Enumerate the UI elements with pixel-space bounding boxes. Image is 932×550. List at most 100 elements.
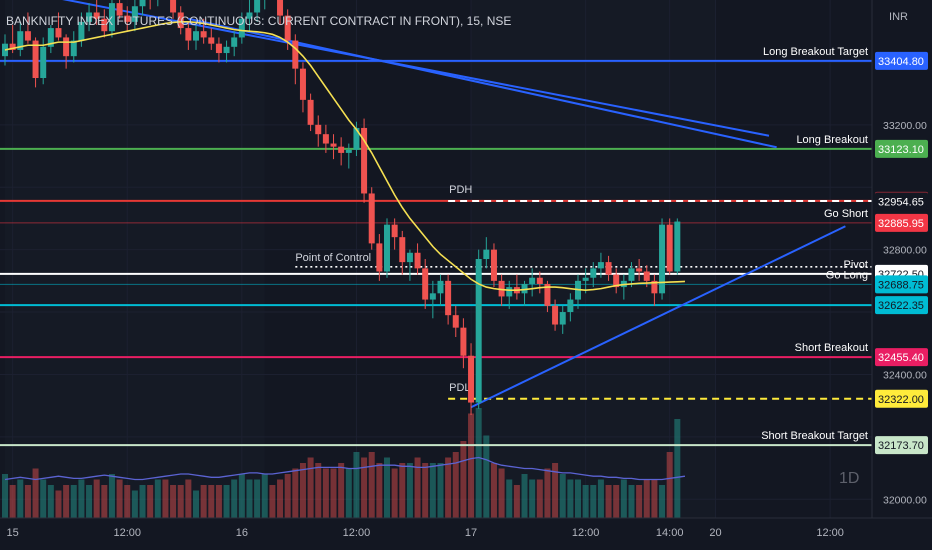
- volume-bar: [445, 457, 452, 518]
- x-tick-label: 16: [236, 527, 248, 539]
- price-badge-text: 32688.75: [878, 279, 924, 291]
- volume-bar: [544, 468, 551, 518]
- candle-body: [17, 31, 24, 50]
- volume-bar: [299, 463, 306, 518]
- volume-bar: [567, 479, 574, 518]
- volume-bar: [315, 463, 322, 518]
- candle-body: [445, 280, 452, 316]
- candle-body: [185, 28, 192, 41]
- candle-body: [322, 134, 329, 144]
- volume-bar: [261, 474, 268, 518]
- candle-body: [277, 0, 284, 16]
- x-tick-label: 12:00: [113, 527, 141, 539]
- candle-body: [177, 12, 184, 29]
- price-badge-text: 32885.95: [878, 218, 924, 230]
- pdl-label: PDL: [449, 382, 470, 394]
- volume-bar: [559, 474, 566, 518]
- volume-bar: [552, 463, 559, 518]
- candle-body: [86, 12, 93, 22]
- candle-body: [643, 271, 650, 281]
- candle-body: [361, 127, 368, 194]
- candle-body: [9, 43, 16, 50]
- candle-body: [597, 262, 604, 269]
- volume-bar: [468, 413, 475, 518]
- volume-bar: [636, 485, 643, 518]
- candle-body: [452, 315, 459, 328]
- volume-bar: [254, 479, 261, 518]
- candle-body: [384, 224, 390, 272]
- price-badge: [875, 275, 928, 294]
- volume-bar: [200, 485, 207, 518]
- volume-bar: [483, 435, 490, 518]
- volume-bar: [490, 463, 497, 518]
- candle-body: [406, 252, 413, 263]
- volume-bar: [40, 479, 47, 518]
- candle-body: [307, 99, 314, 125]
- candle-body: [108, 3, 115, 32]
- price-badge: [875, 139, 928, 158]
- volume-bar: [78, 479, 85, 518]
- candle-body: [422, 268, 429, 300]
- candle-body: [231, 37, 238, 47]
- level-label: Long Breakout: [796, 134, 868, 146]
- y-tick-label: 32800.00: [883, 245, 927, 257]
- volume-bar: [238, 474, 245, 518]
- candle-body: [368, 193, 375, 244]
- candle-body: [124, 15, 131, 22]
- candle-body: [590, 268, 597, 278]
- price-badge-text: 33404.80: [878, 56, 924, 68]
- price-badge-text: 32954.65: [878, 196, 924, 208]
- candle-body: [498, 280, 505, 297]
- candle-body: [78, 21, 85, 41]
- candle-body: [636, 268, 643, 272]
- x-tick-label: 12:00: [572, 527, 600, 539]
- volume-bar: [620, 479, 627, 518]
- candle-body: [338, 146, 345, 153]
- candle-body: [215, 43, 222, 54]
- candle-body: [475, 259, 482, 403]
- candle-body: [582, 277, 589, 281]
- volume-bar: [666, 452, 673, 518]
- candle-body: [437, 280, 444, 294]
- volume-bar: [208, 485, 215, 518]
- candle-body: [200, 31, 207, 38]
- volume-bar: [498, 468, 505, 518]
- volume-bar: [215, 485, 222, 518]
- volume-bar: [70, 485, 77, 518]
- volume-bar: [322, 468, 329, 518]
- price-badge: [875, 296, 928, 315]
- level-label: Short Breakout: [795, 342, 868, 354]
- volume-bar: [124, 485, 131, 518]
- candle-body: [330, 143, 337, 147]
- candle-body: [32, 40, 39, 79]
- session-band: [5, 0, 265, 518]
- candle-body: [116, 3, 123, 16]
- volume-bar: [582, 485, 589, 518]
- volume-bar: [643, 479, 650, 518]
- pdh-label: PDH: [449, 184, 472, 196]
- candle-body: [552, 305, 559, 325]
- timeframe-badge: 1D: [839, 470, 860, 487]
- volume-bar: [353, 452, 360, 518]
- candle-body: [47, 28, 54, 47]
- volume-bar: [674, 419, 681, 518]
- volume-bar: [399, 463, 406, 518]
- candle-body: [131, 6, 138, 22]
- volume-bar: [460, 441, 467, 518]
- level-label: Go Short: [824, 208, 868, 220]
- volume-bar: [108, 474, 115, 518]
- volume-bar: [139, 485, 146, 518]
- volume-bar: [391, 468, 398, 518]
- candle-body: [292, 40, 299, 69]
- candle-body: [544, 283, 551, 306]
- candle-body: [674, 221, 681, 272]
- candle-body: [223, 46, 230, 54]
- candle-body: [605, 262, 612, 275]
- price-badge-text: 33123.10: [878, 144, 924, 156]
- y-tick-label: 32000.00: [883, 494, 927, 506]
- price-badge-text: 32455.40: [878, 352, 924, 364]
- price-badge: [875, 51, 928, 70]
- candle-body: [628, 268, 635, 281]
- candle-body: [55, 28, 62, 38]
